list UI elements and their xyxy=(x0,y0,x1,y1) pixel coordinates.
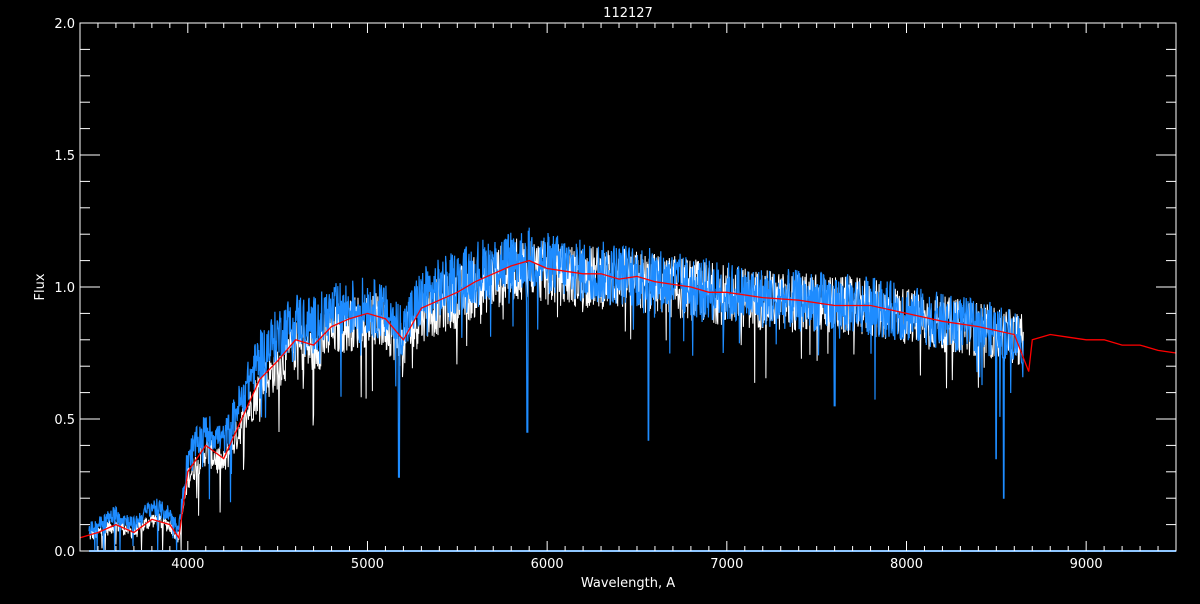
y-tick-label: 1.5 xyxy=(54,149,75,164)
y-tick-label: 0.0 xyxy=(54,545,75,560)
series-line-1 xyxy=(88,227,1024,552)
axes-frame xyxy=(79,22,1177,552)
series-line-3 xyxy=(79,259,1177,540)
x-tick-label: 9000 xyxy=(1070,557,1103,572)
y-axis-label: Flux xyxy=(33,273,48,300)
x-tick-label: 6000 xyxy=(531,557,564,572)
chart-title: 112127 xyxy=(603,6,653,21)
x-tick-label: 8000 xyxy=(890,557,923,572)
axes: 4000 5000 6000 7000 8000 9000 0.0 0.5 1.0 1.5 2.0 xyxy=(54,17,1177,572)
x-tick-label: 5000 xyxy=(351,557,384,572)
x-axis-label: Wavelength, A xyxy=(581,576,675,591)
y-tick-label: 0.5 xyxy=(54,413,75,428)
y-tick-label: 1.0 xyxy=(54,281,75,296)
plot-area xyxy=(79,227,1177,552)
y-tick-label: 2.0 xyxy=(54,17,75,32)
x-tick-label: 7000 xyxy=(710,557,743,572)
x-tick-label: 4000 xyxy=(171,557,204,572)
series-line-0 xyxy=(88,238,1024,552)
